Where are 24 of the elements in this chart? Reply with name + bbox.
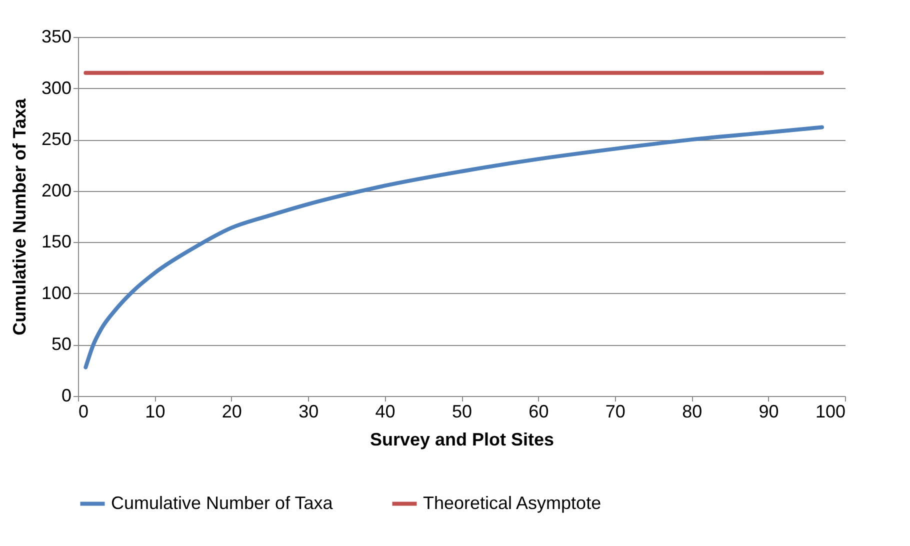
line-series <box>84 125 824 370</box>
x-tick-label: 70 <box>605 402 626 422</box>
y-tick-label: 100 <box>41 282 72 303</box>
legend-label: Cumulative Number of Taxa <box>111 492 334 513</box>
x-tick-label: 40 <box>375 402 396 422</box>
x-tick-label: 60 <box>528 402 549 422</box>
y-tick-label: 200 <box>41 180 72 200</box>
y-axis-title: Cumulative Number of Taxa <box>9 98 30 336</box>
y-tick-label: 350 <box>41 26 72 46</box>
x-tick-label: 20 <box>222 402 242 422</box>
x-tick-label: 100 <box>815 402 846 422</box>
y-tick-label: 300 <box>41 78 72 98</box>
x-tick-label: 80 <box>682 402 702 422</box>
y-tick-label: 0 <box>61 386 72 406</box>
legend-label: Theoretical Asymptote <box>423 492 602 513</box>
y-tick-label: 150 <box>41 232 72 252</box>
x-tick-label: 0 <box>78 402 89 422</box>
y-tick-label: 250 <box>41 129 72 150</box>
x-axis-title: Survey and Plot Sites <box>370 430 554 450</box>
y-tick-label: 50 <box>51 334 72 354</box>
x-tick-label: 50 <box>452 402 472 422</box>
x-tick-label: 30 <box>298 402 319 422</box>
x-tick-label: 10 <box>145 402 166 422</box>
x-tick-label: 90 <box>758 402 779 422</box>
